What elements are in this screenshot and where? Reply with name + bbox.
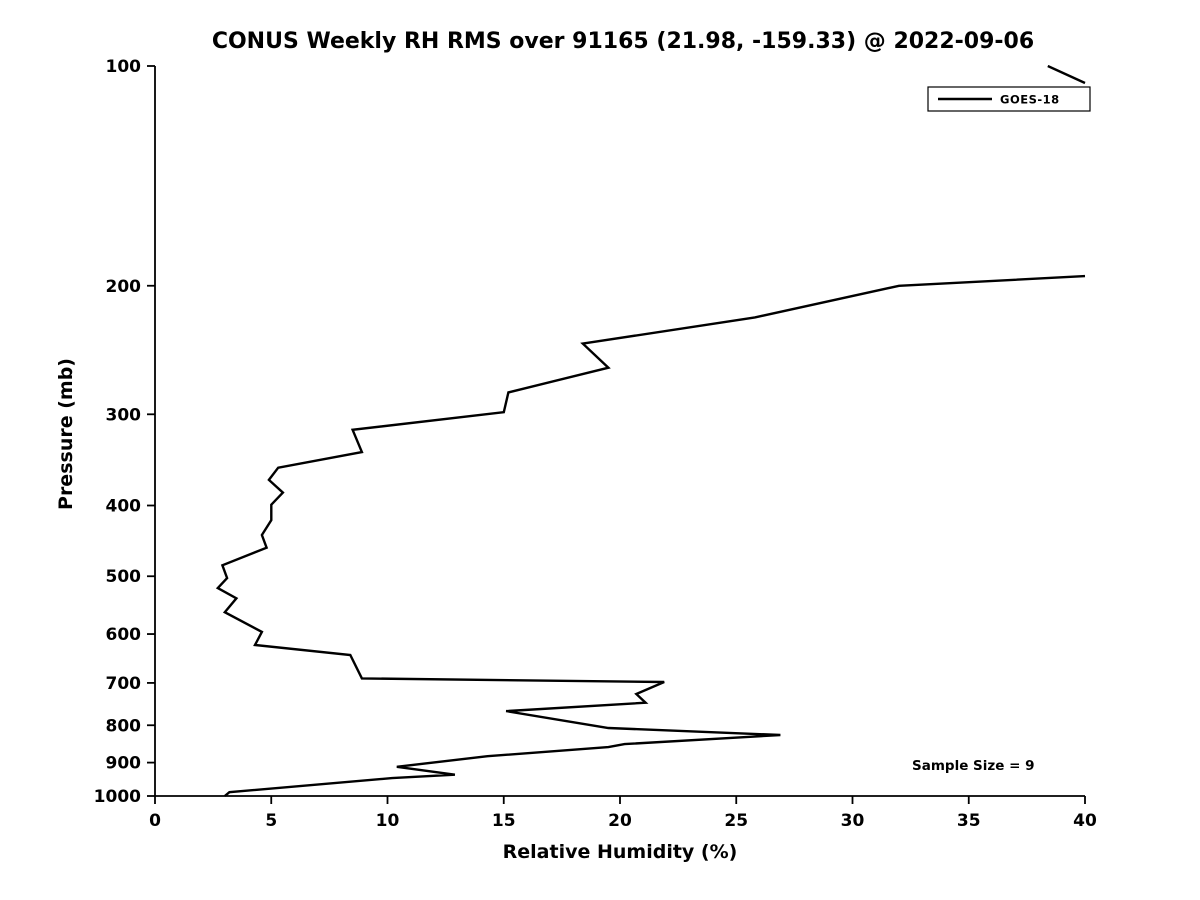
chart-title: CONUS Weekly RH RMS over 91165 (21.98, -… bbox=[212, 29, 1034, 54]
axes-layer: 100 200 300 400 500 600 700 800 900 1000 0 5 10 15 20 2… bbox=[94, 57, 1097, 831]
series-line-goes-18 bbox=[215, 274, 1086, 797]
x-axis-tick-label: 35 bbox=[957, 811, 981, 831]
x-axis-tick-label: 25 bbox=[724, 811, 748, 831]
y-axis-tick-label: 600 bbox=[106, 625, 142, 645]
series-line-goes-18 bbox=[1047, 65, 1086, 85]
y-axis-tick-label: 100 bbox=[106, 57, 142, 77]
y-axis-tick-label: 500 bbox=[106, 567, 142, 587]
x-axis-tick-label: 30 bbox=[841, 811, 865, 831]
y-axis-tick-label: 700 bbox=[106, 674, 142, 694]
y-axis-tick-label: 300 bbox=[106, 405, 142, 425]
x-axis-label: Relative Humidity (%) bbox=[503, 841, 738, 863]
sample-size-annotation: Sample Size = 9 bbox=[912, 758, 1035, 774]
x-axis-tick-label: 20 bbox=[608, 811, 632, 831]
y-axis-tick-label: 400 bbox=[106, 497, 142, 517]
y-axis-tick-label: 200 bbox=[106, 277, 142, 297]
legend: GOES-18 bbox=[927, 86, 1091, 112]
series-layer bbox=[215, 65, 1086, 797]
y-axis-tick-label: 1000 bbox=[94, 787, 141, 807]
x-axis-tick-label: 40 bbox=[1073, 811, 1097, 831]
x-axis-tick-label: 10 bbox=[376, 811, 400, 831]
x-axis-tick-label: 5 bbox=[265, 811, 277, 831]
y-axis-label: Pressure (mb) bbox=[55, 358, 77, 510]
y-axis-tick-label: 800 bbox=[106, 716, 142, 736]
y-axis-tick-label: 900 bbox=[106, 754, 142, 774]
x-axis-tick-label: 0 bbox=[149, 811, 161, 831]
x-axis-tick-label: 15 bbox=[492, 811, 516, 831]
legend-series-label: GOES-18 bbox=[1000, 93, 1060, 107]
